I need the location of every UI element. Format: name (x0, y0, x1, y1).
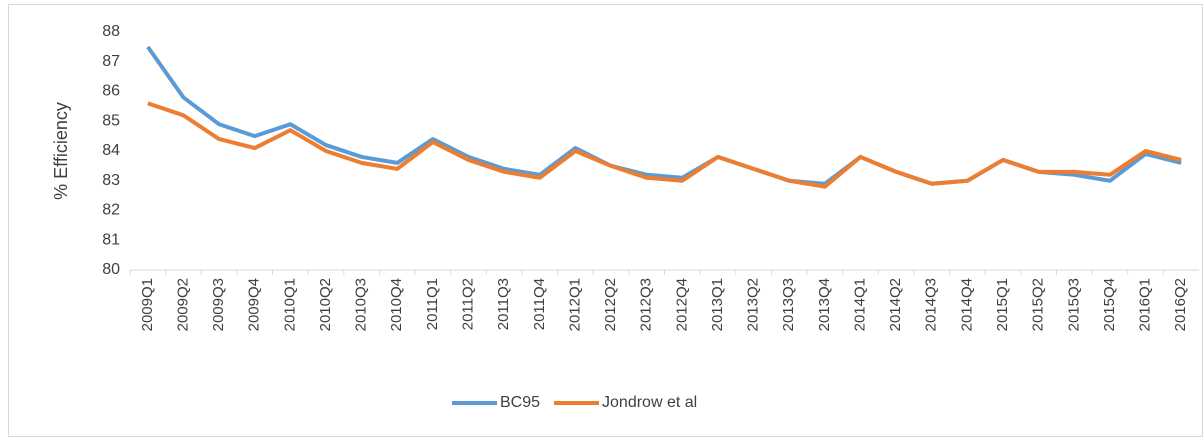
legend-label: Jondrow et al (602, 394, 697, 411)
x-tick-label: 2009Q1 (139, 278, 156, 331)
x-tick-label: 2009Q4 (246, 278, 263, 331)
x-tick-label: 2014Q4 (958, 278, 975, 331)
y-tick-label: 82 (102, 202, 120, 219)
x-tick-label: 2011Q4 (531, 278, 548, 330)
x-tick-label: 2010Q1 (281, 278, 298, 331)
x-tick-label: 2013Q3 (780, 278, 797, 331)
x-tick-label: 2010Q4 (388, 278, 405, 331)
x-tick-label: 2015Q3 (1065, 278, 1082, 331)
y-tick-label: 81 (102, 231, 120, 248)
y-tick-label: 80 (102, 261, 120, 278)
x-tick-label: 2010Q3 (353, 278, 370, 331)
x-tick-label: 2012Q4 (673, 278, 690, 331)
x-tick-label: 2012Q2 (602, 278, 619, 331)
x-tick-label: 2016Q1 (1137, 278, 1154, 331)
y-axis-label: % Efficiency (51, 102, 71, 200)
x-tick-label: 2014Q1 (851, 278, 868, 331)
x-tick-label: 2014Q3 (923, 278, 940, 331)
y-tick-label: 85 (102, 112, 120, 129)
y-tick-label: 84 (102, 142, 120, 159)
x-tick-label: 2009Q2 (174, 278, 191, 331)
x-tick-label: 2011Q3 (495, 278, 512, 330)
x-tick-label: 2012Q3 (638, 278, 655, 331)
x-tick-label: 2015Q2 (1030, 278, 1047, 331)
x-tick-label: 2013Q1 (709, 278, 726, 331)
series-line (147, 101, 1182, 189)
x-tick-label: 2013Q4 (816, 278, 833, 331)
x-tick-label: 2011Q1 (424, 278, 441, 330)
y-tick-label: 86 (102, 83, 120, 100)
legend-label: BC95 (500, 394, 540, 411)
x-tick-label: 2012Q1 (566, 278, 583, 331)
y-tick-label: 88 (102, 23, 120, 40)
x-tick-label: 2013Q2 (745, 278, 762, 331)
x-tick-label: 2011Q2 (459, 278, 476, 330)
x-tick-label: 2009Q3 (210, 278, 227, 331)
x-tick-label: 2016Q2 (1172, 278, 1189, 331)
y-tick-label: 83 (102, 172, 120, 189)
y-tick-label: 87 (102, 53, 120, 70)
x-tick-label: 2015Q4 (1101, 278, 1118, 331)
x-tick-label: 2015Q1 (994, 278, 1011, 331)
chart-border (8, 4, 1203, 437)
x-tick-label: 2010Q2 (317, 278, 334, 331)
x-tick-label: 2014Q2 (887, 278, 904, 331)
